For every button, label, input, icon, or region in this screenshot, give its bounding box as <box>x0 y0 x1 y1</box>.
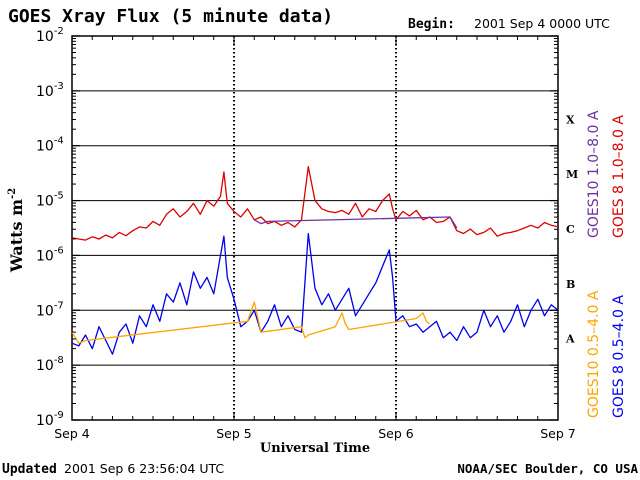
updated-value: 2001 Sep 6 23:56:04 UTC <box>64 461 224 476</box>
updated-label: Updated <box>2 462 57 477</box>
legend-short-channel: GOES10 0.5–4.0 A <box>586 290 602 418</box>
y-tick-label-exp: -5 <box>54 191 64 202</box>
y-tick-label-exp: -9 <box>54 410 64 421</box>
series-line-goes10-1-0-8-0-a <box>253 216 458 229</box>
y-tick-label: 10-2 <box>36 26 64 45</box>
legend-long-channel-2: GOES 8 1.0–8.0 A <box>611 115 627 238</box>
credit-text: NOAA/SEC Boulder, CO USA <box>457 461 638 476</box>
y-tick-label-base: 10 <box>36 248 54 264</box>
y-tick-label-base: 10 <box>36 413 54 429</box>
x-axis-title: Universal Time <box>260 441 370 456</box>
begin-value: 2001 Sep 4 0000 UTC <box>474 16 610 31</box>
y-tick-label-exp: -3 <box>54 81 64 92</box>
y-tick-label-base: 10 <box>36 194 54 210</box>
series-line-goes-8-0-5-4-0-a <box>71 232 559 355</box>
x-tick-label: Sep 7 <box>540 426 576 441</box>
grid-lines <box>72 90 558 366</box>
flare-class-label: B <box>566 278 575 291</box>
flare-class-label: A <box>565 333 575 346</box>
flare-class-label: M <box>566 168 578 181</box>
day-dividers <box>233 36 397 420</box>
flare-class-label: C <box>566 223 575 236</box>
legend-goes10-short: GOES10 0.5–4.0 A <box>586 290 602 418</box>
y-tick-label-base: 10 <box>36 139 54 155</box>
y-tick-label: 10-5 <box>36 191 64 210</box>
flare-class-labels: X M C B A <box>565 113 578 345</box>
legend-long-channel: GOES10 1.0–8.0 A <box>586 110 602 238</box>
y-tick-label-exp: -7 <box>54 300 64 311</box>
legend-goes10-long: GOES10 1.0–8.0 A <box>586 110 602 238</box>
legend-short-channel-2: GOES 8 0.5–4.0 A <box>611 295 627 418</box>
y-tick-label: 10-3 <box>36 81 64 100</box>
y-tick-label: 10-8 <box>36 355 64 374</box>
legend-goes8-short: GOES 8 0.5–4.0 A <box>611 295 627 418</box>
y-axis-title-sup: -2 <box>7 188 18 199</box>
x-tick-label: Sep 4 <box>54 426 90 441</box>
y-tick-label-base: 10 <box>36 84 54 100</box>
y-tick-label: 10-6 <box>36 245 64 264</box>
y-axis-ticks: 10-210-310-410-510-610-710-810-9 <box>36 26 558 429</box>
y-axis-title: Watts m-2 <box>7 188 26 273</box>
y-tick-label-exp: -2 <box>54 26 64 37</box>
begin-label: Begin: <box>408 17 455 32</box>
y-tick-label: 10-9 <box>36 410 64 429</box>
y-tick-label-base: 10 <box>36 29 54 45</box>
y-tick-label: 10-4 <box>36 136 64 155</box>
y-axis-title-group: Watts m-2 <box>7 188 26 273</box>
chart-title: GOES Xray Flux (5 minute data) <box>8 6 333 27</box>
x-tick-label: Sep 5 <box>216 426 252 441</box>
y-tick-label-exp: -6 <box>54 245 64 256</box>
y-axis-title-base: Watts m <box>7 199 26 273</box>
plot-frame <box>71 35 559 421</box>
series-line-goes-8-1-0-8-0-a <box>71 165 559 241</box>
legend-goes8-long: GOES 8 1.0–8.0 A <box>611 115 627 238</box>
y-tick-label-base: 10 <box>36 358 54 374</box>
x-tick-label: Sep 6 <box>378 426 414 441</box>
x-axis-ticks: Sep 4 Sep 5 Sep 6 Sep 7 <box>54 36 576 441</box>
series-layer <box>71 165 559 355</box>
y-tick-label: 10-7 <box>36 300 64 319</box>
y-tick-label-base: 10 <box>36 303 54 319</box>
series-line-goes10-0-5-4-0-a <box>71 301 431 344</box>
y-tick-label-exp: -8 <box>54 355 64 366</box>
y-tick-label-exp: -4 <box>54 136 64 147</box>
flare-class-label: X <box>566 113 575 126</box>
